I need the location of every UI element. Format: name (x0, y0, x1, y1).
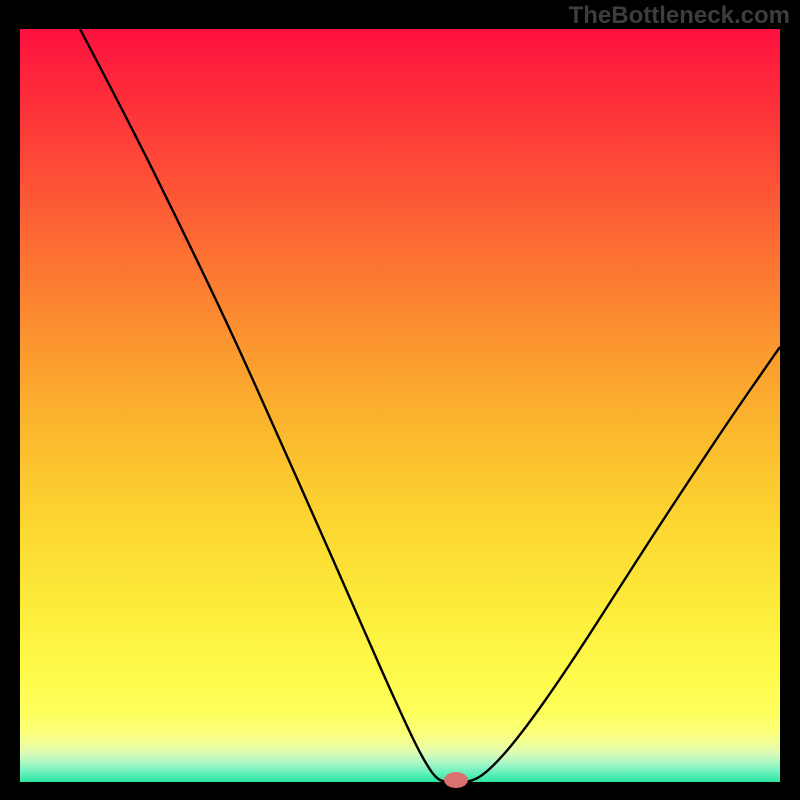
bottleneck-curve (20, 29, 780, 782)
plot-area (20, 29, 780, 782)
watermark-text: TheBottleneck.com (569, 2, 790, 30)
curve-path (80, 29, 780, 782)
optimum-marker (444, 772, 468, 788)
chart-frame: TheBottleneck.com (0, 0, 800, 800)
